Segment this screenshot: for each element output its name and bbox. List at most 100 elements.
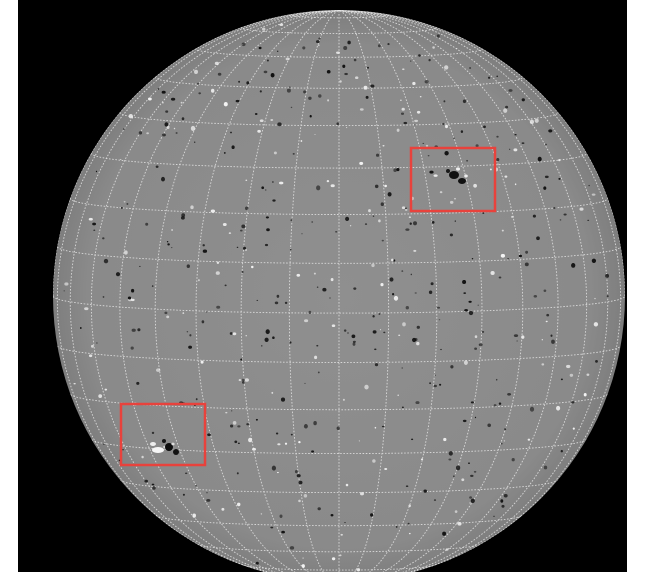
- negative-polarity-element: [393, 168, 397, 172]
- positive-polarity-element: [413, 249, 417, 252]
- negative-polarity-element: [438, 319, 441, 321]
- positive-polarity-element: [156, 368, 161, 372]
- negative-polarity-element: [505, 105, 509, 109]
- positive-polarity-element: [326, 179, 330, 183]
- negative-polarity-element: [504, 428, 507, 431]
- negative-polarity-element: [448, 451, 453, 456]
- negative-polarity-element: [403, 121, 408, 125]
- negative-polarity-element: [272, 199, 276, 202]
- positive-polarity-element: [84, 307, 89, 311]
- negative-polarity-element: [521, 142, 525, 145]
- negative-polarity-element: [194, 141, 196, 143]
- positive-polarity-element: [340, 533, 343, 536]
- negative-polarity-element: [588, 184, 590, 187]
- positive-polarity-element: [296, 273, 301, 277]
- positive-polarity-element: [490, 271, 495, 275]
- negative-polarity-element: [453, 137, 455, 139]
- negative-polarity-element: [270, 72, 275, 78]
- negative-polarity-element: [277, 50, 279, 53]
- negative-polarity-element: [261, 186, 265, 190]
- positive-polarity-element: [521, 335, 525, 339]
- negative-polarity-element: [352, 340, 356, 343]
- negative-polarity-element: [442, 122, 445, 126]
- positive-polarity-element: [556, 405, 561, 411]
- positive-polarity-element: [330, 184, 335, 188]
- negative-polarity-element: [389, 277, 394, 282]
- negative-polarity-element: [316, 344, 319, 347]
- negative-polarity-element: [591, 258, 597, 263]
- longitude-line: [195, 10, 340, 572]
- positive-polarity-element: [260, 513, 263, 515]
- positive-polarity-element: [88, 217, 93, 221]
- positive-polarity-element: [141, 455, 144, 459]
- negative-polarity-element: [167, 243, 170, 246]
- negative-polarity-element: [468, 462, 470, 465]
- negative-polarity-element: [460, 130, 464, 133]
- negative-polarity-element: [229, 131, 233, 134]
- negative-polarity-element: [265, 329, 270, 335]
- negative-polarity-element: [281, 530, 285, 534]
- latitude-line: [155, 515, 523, 527]
- positive-polarity-element: [591, 193, 596, 196]
- positive-polarity-element: [245, 179, 248, 181]
- positive-polarity-element: [119, 159, 122, 161]
- positive-polarity-element: [420, 458, 424, 461]
- coordinate-grid: [53, 10, 625, 572]
- positive-polarity-element: [214, 61, 219, 66]
- negative-polarity-element: [364, 223, 368, 225]
- positive-polarity-element: [432, 46, 435, 49]
- positive-polarity-element: [259, 119, 264, 122]
- negative-polarity-element: [271, 465, 276, 471]
- negative-polarity-element: [259, 90, 262, 93]
- negative-polarity-element: [240, 229, 243, 232]
- sun-disk: [53, 10, 625, 572]
- negative-polarity-element: [245, 206, 249, 211]
- positive-polarity-element: [454, 197, 456, 200]
- negative-polarity-element: [254, 113, 258, 115]
- positive-polarity-element: [433, 174, 438, 177]
- positive-polarity-element: [215, 271, 220, 275]
- positive-polarity-element: [146, 132, 149, 135]
- positive-polarity-element: [419, 96, 422, 98]
- negative-polarity-element: [496, 157, 500, 162]
- negative-polarity-element: [595, 360, 598, 363]
- negative-polarity-element: [145, 222, 149, 226]
- negative-polarity-element: [290, 106, 293, 109]
- negative-polarity-element: [139, 265, 141, 267]
- negative-polarity-element: [427, 155, 430, 157]
- negative-polarity-element: [372, 330, 377, 334]
- negative-polarity-element: [144, 479, 148, 483]
- negative-polarity-element: [508, 148, 511, 150]
- negative-polarity-element: [175, 132, 178, 134]
- negative-polarity-element: [372, 215, 375, 217]
- positive-polarity-element: [393, 295, 399, 301]
- negative-polarity-element: [344, 522, 346, 524]
- positive-polarity-element: [593, 322, 599, 327]
- negative-polarity-element: [255, 561, 259, 565]
- negative-polarity-element: [347, 332, 349, 334]
- negative-polarity-element: [201, 320, 205, 324]
- positive-polarity-element: [327, 99, 330, 102]
- negative-polarity-element: [181, 213, 186, 218]
- positive-polarity-element: [345, 127, 348, 129]
- positive-polarity-element: [98, 394, 103, 398]
- negative-polarity-element: [289, 341, 292, 344]
- positive-polarity-element: [402, 68, 405, 71]
- negative-polarity-element: [414, 124, 416, 126]
- negative-polarity-element: [318, 37, 321, 40]
- negative-polarity-element: [495, 378, 498, 381]
- positive-polarity-element: [200, 360, 204, 364]
- negative-polarity-element: [202, 244, 205, 247]
- positive-polarity-element: [161, 101, 164, 104]
- positive-polarity-element: [566, 364, 571, 369]
- positive-polarity-element: [371, 263, 375, 268]
- positive-polarity-element: [569, 373, 574, 377]
- negative-polarity-element: [381, 425, 385, 428]
- negative-polarity-element: [450, 365, 454, 369]
- negative-polarity-element: [374, 184, 379, 189]
- negative-polarity-element: [455, 465, 461, 471]
- negative-polarity-element: [231, 145, 235, 149]
- negative-polarity-element: [454, 220, 456, 222]
- negative-polarity-element: [123, 128, 125, 130]
- negative-polarity-element: [275, 432, 279, 435]
